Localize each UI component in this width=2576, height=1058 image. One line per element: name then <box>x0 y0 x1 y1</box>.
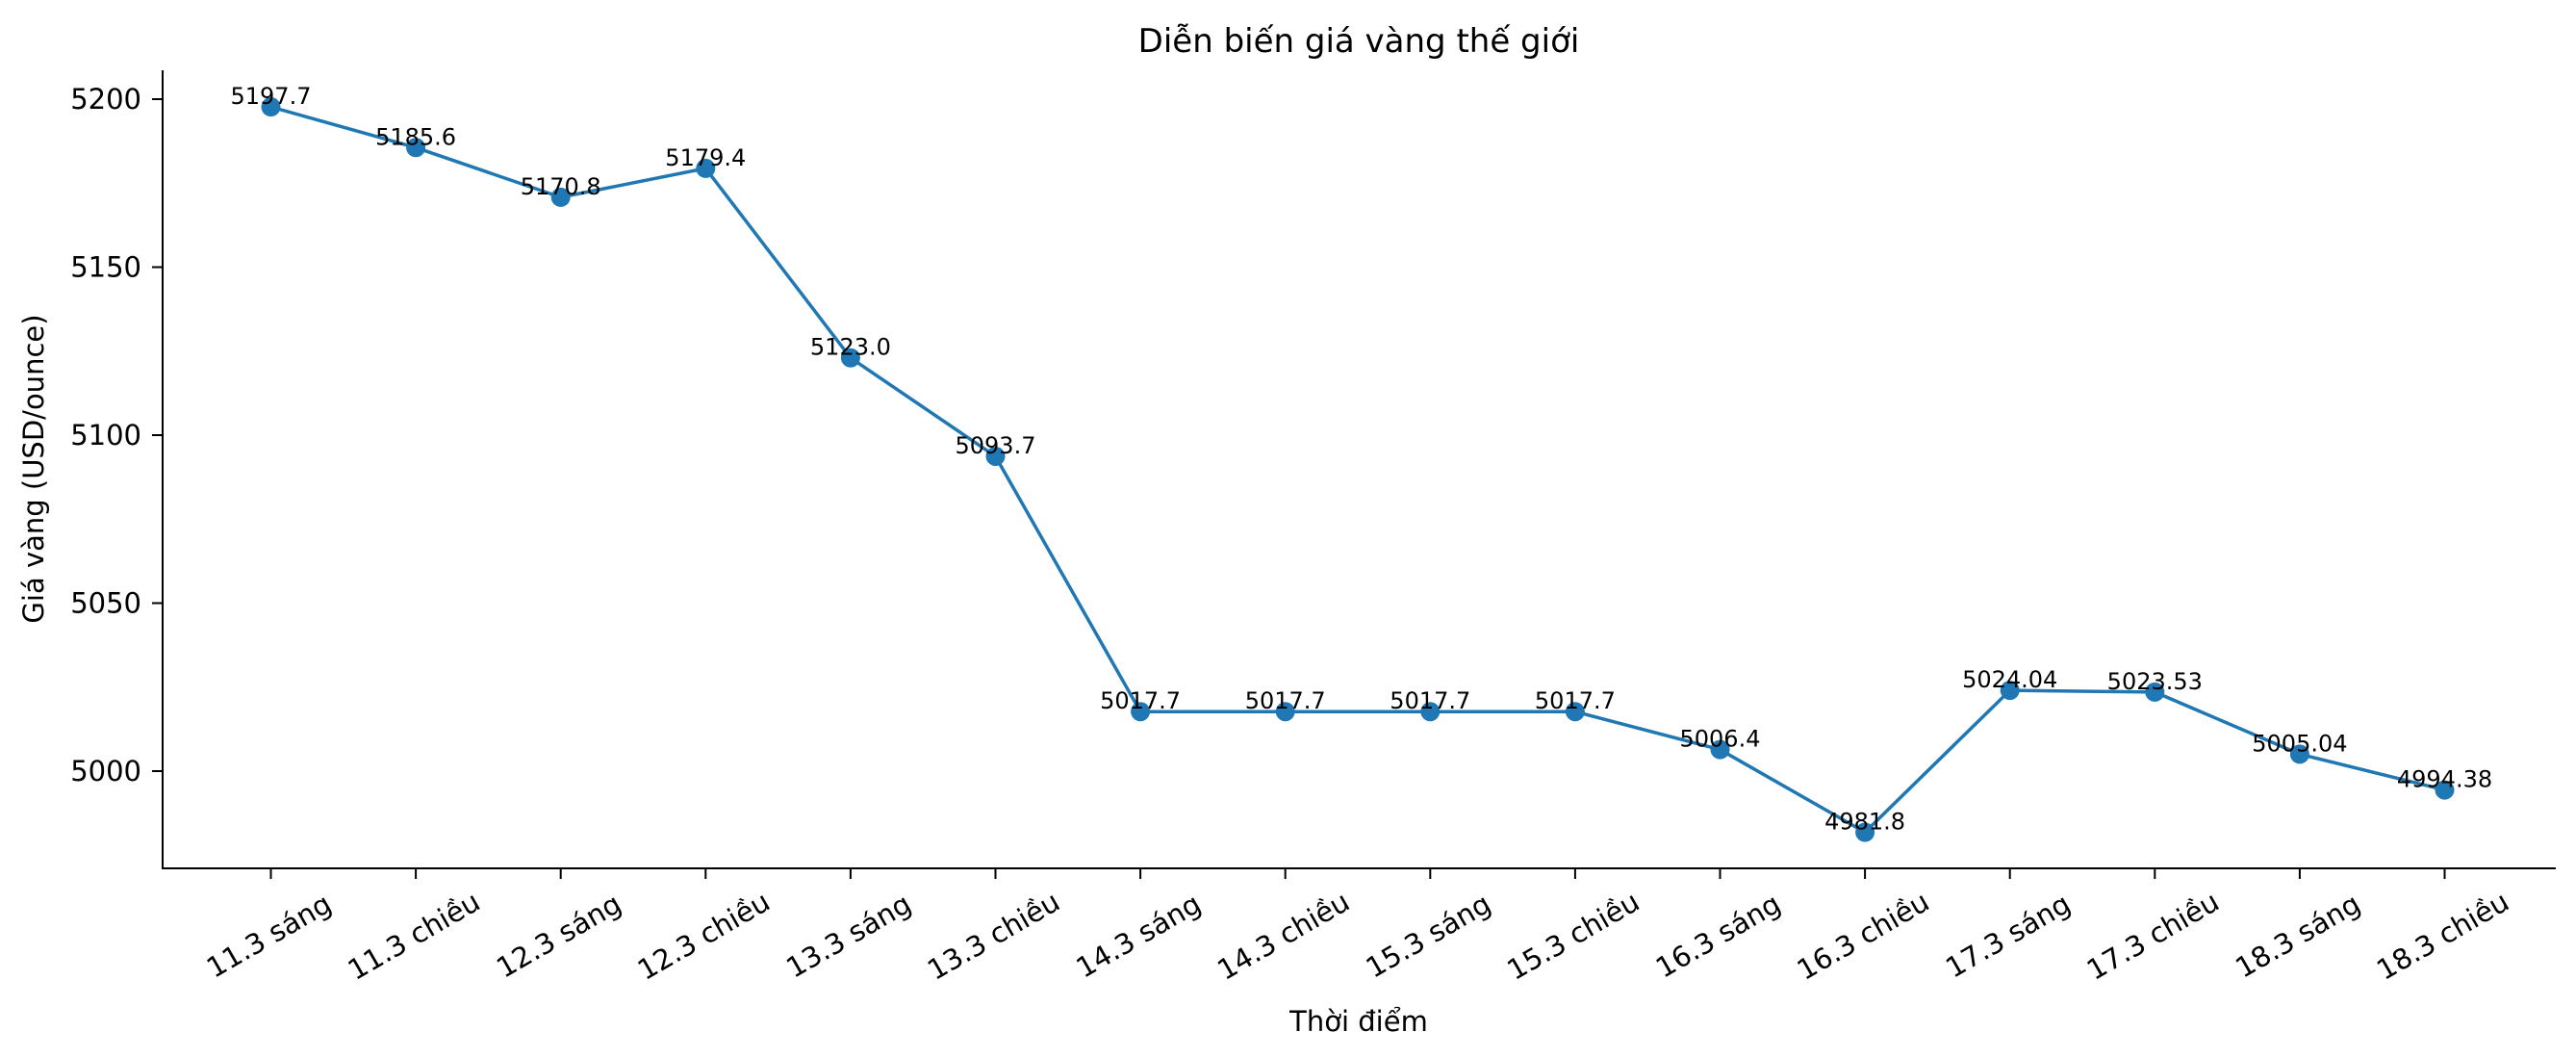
data-point-label: 5179.4 <box>665 144 746 171</box>
data-point-marker <box>1131 702 1151 722</box>
y-axis-ticks: 5000 5050 5100 5150 5200 <box>70 83 163 787</box>
data-point-label: 5017.7 <box>1100 687 1181 714</box>
data-labels: 5197.7 5185.6 5170.8 5179.4 5123.0 5093.7 5017… <box>231 83 2493 835</box>
data-point-marker <box>261 97 281 117</box>
data-point-label: 5017.7 <box>1535 687 1616 714</box>
data-point-marker <box>406 138 426 158</box>
y-tick-label: 5150 <box>70 251 141 284</box>
data-point-marker <box>1710 739 1730 760</box>
data-point-marker <box>1420 702 1441 722</box>
data-point-marker <box>696 158 716 178</box>
data-point-label: 4981.8 <box>1824 809 1905 836</box>
data-point-label: 5123.0 <box>810 334 891 361</box>
data-point-label: 5170.8 <box>521 173 601 200</box>
data-point-marker <box>550 187 571 207</box>
data-point-marker <box>1855 822 1875 842</box>
y-tick-label: 5200 <box>70 83 141 116</box>
data-point-label: 4994.38 <box>2397 766 2492 793</box>
data-point-marker <box>2145 682 2165 702</box>
x-axis-label: Thời điểm <box>1288 1005 1428 1038</box>
data-point-marker <box>2289 744 2309 764</box>
y-tick-label: 5100 <box>70 419 141 452</box>
data-point-label: 5185.6 <box>375 123 456 150</box>
data-point-label: 5005.04 <box>2252 730 2347 757</box>
data-point-marker <box>1275 702 1295 722</box>
data-point-label: 5024.04 <box>1962 666 2057 693</box>
data-point-label: 5017.7 <box>1245 687 1326 714</box>
y-tick-label: 5000 <box>70 755 141 787</box>
data-point-label: 5197.7 <box>231 83 312 110</box>
data-point-label: 5093.7 <box>956 432 1036 459</box>
y-tick-label: 5050 <box>70 587 141 620</box>
data-point-marker <box>2000 681 2020 701</box>
data-point-marker <box>840 348 860 368</box>
y-axis-label: Giá vàng (USD/ounce) <box>17 314 50 623</box>
data-point-label: 5023.53 <box>2107 668 2203 695</box>
chart-title: Diễn biến giá vàng thế giới <box>1138 22 1580 61</box>
data-point-label: 5006.4 <box>1680 726 1761 753</box>
series-markers <box>261 97 2455 842</box>
data-point-marker <box>985 446 1006 466</box>
data-point-marker <box>1565 702 1585 722</box>
data-point-marker <box>2435 780 2455 800</box>
data-point-label: 5017.7 <box>1390 687 1470 714</box>
series-line <box>270 105 2445 835</box>
